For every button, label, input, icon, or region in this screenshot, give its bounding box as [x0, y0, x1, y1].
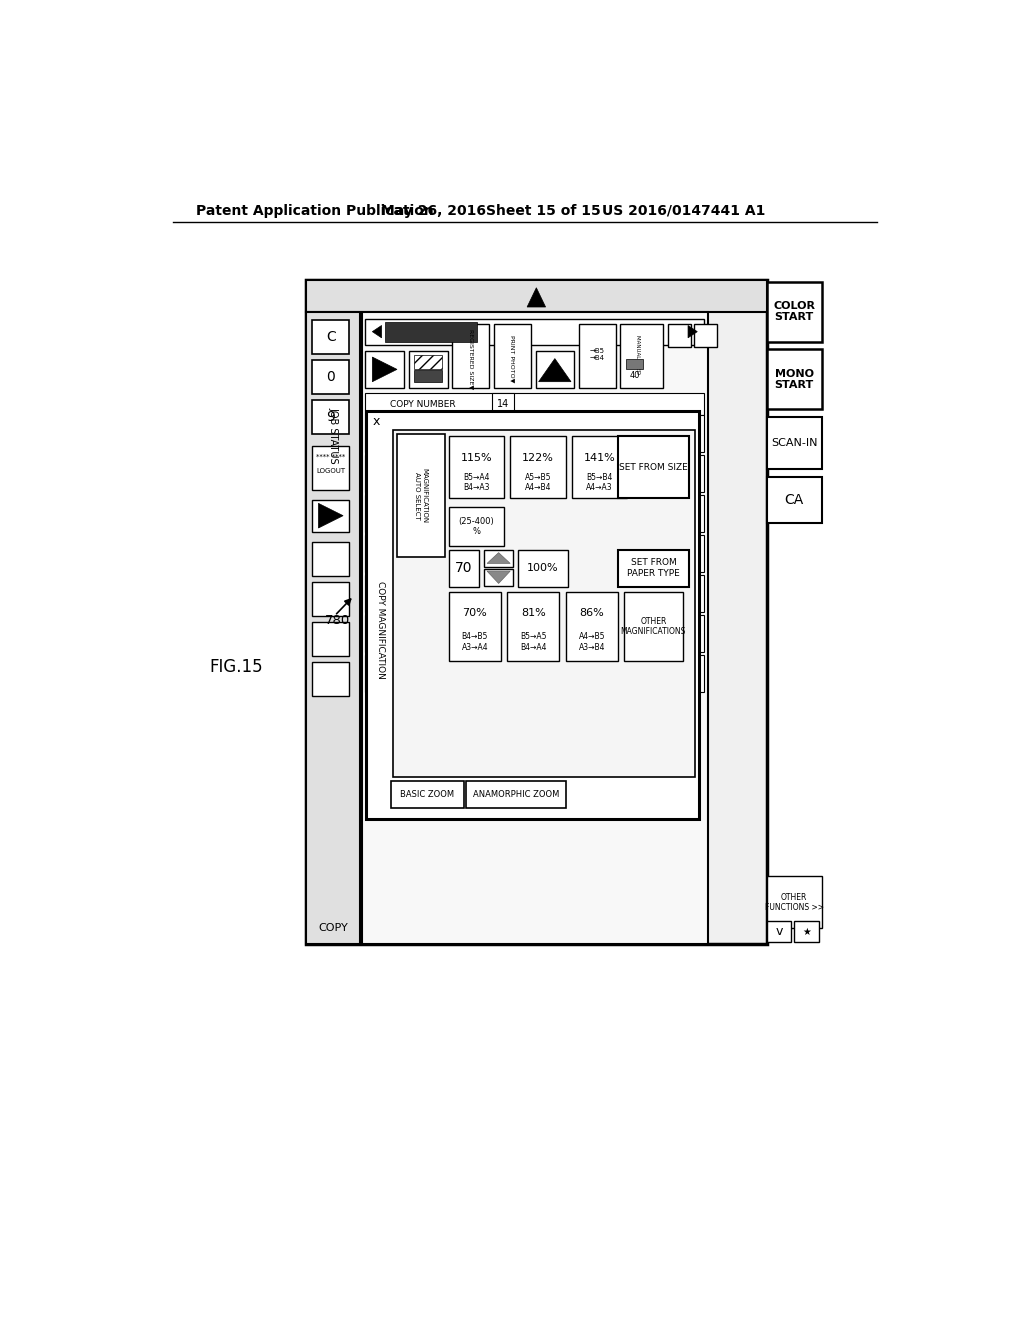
Polygon shape	[487, 553, 510, 564]
Bar	[312, 663, 349, 696]
Bar	[366, 318, 705, 345]
Text: 40: 40	[630, 371, 640, 380]
Text: COPY DENSITY: COPY DENSITY	[500, 508, 570, 519]
Bar	[767, 417, 822, 470]
Text: DOCUMENT: DOCUMENT	[506, 469, 563, 478]
Bar	[366, 535, 705, 572]
Bar	[449, 591, 501, 661]
Bar	[306, 280, 767, 944]
Bar	[312, 543, 349, 576]
Text: SCAN-IN: SCAN-IN	[771, 438, 817, 449]
Bar	[453, 323, 489, 388]
Bar	[306, 280, 767, 313]
Polygon shape	[487, 572, 510, 583]
Bar	[565, 591, 617, 661]
Polygon shape	[539, 359, 571, 381]
Bar	[579, 323, 615, 388]
Bar	[449, 507, 504, 545]
Bar	[484, 569, 513, 586]
Text: JOB STATUS: JOB STATUS	[328, 408, 338, 463]
Text: BASIC ZOOM: BASIC ZOOM	[400, 789, 454, 799]
Text: ANAMORPHIC ZOOM: ANAMORPHIC ZOOM	[473, 789, 559, 799]
Polygon shape	[373, 358, 397, 381]
Bar	[767, 921, 792, 942]
Bar	[494, 323, 531, 388]
Bar	[366, 393, 705, 414]
Bar	[414, 370, 441, 383]
Text: Patent Application Publication: Patent Application Publication	[196, 203, 434, 218]
Bar	[366, 615, 705, 652]
Text: DUPLEX COPY: DUPLEX COPY	[501, 628, 569, 639]
Text: 81%: 81%	[521, 609, 546, 619]
Bar	[312, 446, 349, 490]
Text: COPY MAGNIFICATION: COPY MAGNIFICATION	[376, 582, 385, 680]
Text: PAPER: PAPER	[519, 589, 550, 598]
Bar	[312, 360, 349, 395]
Bar	[493, 393, 514, 414]
Bar	[767, 478, 822, 524]
Bar	[366, 351, 403, 388]
Text: OTHER
MAGNIFICATIONS: OTHER MAGNIFICATIONS	[621, 616, 686, 636]
Bar	[518, 549, 568, 586]
Text: Sheet 15 of 15: Sheet 15 of 15	[486, 203, 601, 218]
Bar	[366, 655, 705, 692]
Text: 100%: 100%	[526, 564, 558, 573]
Text: 70: 70	[456, 561, 473, 576]
Text: A5→B5
A4→B4: A5→B5 A4→B4	[524, 473, 551, 492]
Text: B4→B5
A3→A4: B4→B5 A3→A4	[462, 632, 488, 652]
Bar	[449, 549, 479, 586]
Text: FIG.15: FIG.15	[209, 657, 263, 676]
Bar	[668, 323, 691, 347]
Text: STAPLE SORT: STAPLE SORT	[503, 668, 567, 678]
Bar	[312, 582, 349, 615]
Text: 0: 0	[327, 370, 335, 384]
Bar	[466, 780, 566, 808]
Bar	[510, 437, 565, 498]
Bar	[312, 400, 349, 434]
Text: 70%: 70%	[463, 609, 487, 619]
Text: 14: 14	[497, 399, 509, 409]
Polygon shape	[373, 326, 382, 338]
Bar	[306, 313, 360, 944]
Text: B5→A5
B4→A4: B5→A5 B4→A4	[520, 632, 547, 652]
Text: (25-400)
%: (25-400) %	[459, 516, 495, 536]
Bar	[385, 322, 477, 342]
Text: COPY NUMBER: COPY NUMBER	[390, 400, 456, 408]
Text: ★: ★	[802, 927, 811, 936]
Bar	[627, 359, 643, 370]
Text: 115%: 115%	[461, 453, 493, 463]
Text: US 2016/0147441 A1: US 2016/0147441 A1	[602, 203, 765, 218]
Polygon shape	[318, 503, 343, 528]
Bar	[367, 411, 698, 818]
Text: OTHER
FUNCTIONS >>: OTHER FUNCTIONS >>	[765, 892, 823, 912]
Bar	[414, 355, 441, 368]
Bar	[410, 351, 447, 388]
Text: COLOR
START: COLOR START	[773, 301, 815, 322]
Text: MONO
START: MONO START	[775, 368, 814, 391]
Bar	[767, 876, 822, 928]
Bar	[391, 780, 464, 808]
Text: MAGNIFICATION: MAGNIFICATION	[496, 548, 573, 558]
Bar	[484, 549, 513, 566]
Text: 141%: 141%	[584, 453, 615, 463]
Bar	[694, 323, 717, 347]
Text: v: v	[775, 925, 782, 939]
Bar	[625, 591, 683, 661]
Text: MAGNIFICATION
AUTO SELECT: MAGNIFICATION AUTO SELECT	[415, 469, 427, 523]
Bar	[312, 321, 349, 354]
Text: SET FROM SIZE: SET FROM SIZE	[620, 463, 688, 471]
Bar	[571, 437, 628, 498]
Bar	[767, 281, 822, 342]
Bar	[795, 921, 819, 942]
Bar	[366, 455, 705, 492]
Polygon shape	[688, 326, 697, 338]
Text: **** ****: **** ****	[316, 454, 345, 461]
Bar	[617, 437, 689, 498]
Text: 122%: 122%	[522, 453, 554, 463]
Text: 780: 780	[325, 614, 350, 627]
Text: A4→B5
A3→B4: A4→B5 A3→B4	[579, 632, 605, 652]
Text: B5→B4
A4→A3: B5→B4 A4→A3	[586, 473, 612, 492]
Text: PRINT PHOTO▼: PRINT PHOTO▼	[510, 335, 515, 383]
Text: REGISTERED SIZE▼: REGISTERED SIZE▼	[468, 329, 473, 388]
Text: B5→A4
B4→A3: B5→A4 B4→A3	[463, 473, 489, 492]
